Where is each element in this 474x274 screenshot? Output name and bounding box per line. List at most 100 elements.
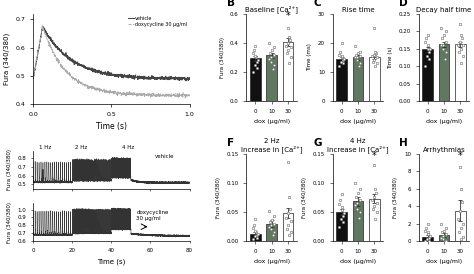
Point [457, 237, 465, 242]
Bar [266, 55, 277, 101]
Point [287, 219, 294, 223]
Bar [353, 201, 363, 241]
Point [440, 33, 447, 37]
X-axis label: dox (µg/ml): dox (µg/ml) [340, 259, 376, 264]
Point [369, 207, 376, 211]
X-axis label: dox (µg/ml): dox (µg/ml) [254, 119, 290, 124]
Text: C: C [313, 0, 321, 8]
Point [442, 239, 449, 243]
Y-axis label: Fura (340/380): Fura (340/380) [7, 149, 12, 190]
Point [454, 43, 462, 47]
Point [459, 235, 467, 239]
Point [286, 38, 293, 42]
Point [266, 220, 274, 224]
Point [356, 54, 364, 58]
X-axis label: Time (s): Time (s) [97, 259, 126, 265]
Point [335, 64, 343, 68]
Point [371, 204, 378, 208]
Title: Arrhythmias: Arrhythmias [422, 147, 465, 153]
Point [337, 49, 344, 54]
Point [457, 61, 465, 65]
doxycycline 30 µg/ml [182, 96, 188, 99]
Point [371, 195, 378, 199]
Point [422, 36, 430, 40]
Point [426, 239, 433, 243]
vehicle [155, 76, 161, 80]
Y-axis label: Time (ms): Time (ms) [307, 44, 312, 71]
Text: H: H [400, 138, 408, 148]
Point [371, 52, 378, 57]
Point [351, 44, 359, 48]
Line: vehicle: vehicle [33, 26, 190, 81]
Point [351, 181, 359, 185]
Bar [336, 212, 347, 241]
Title: 4 Hz
Increase in [Ca²⁺]: 4 Hz Increase in [Ca²⁺] [327, 138, 389, 153]
Point [338, 192, 346, 197]
Point [454, 217, 462, 221]
Text: 1 Hz: 1 Hz [39, 145, 52, 150]
Point [369, 60, 376, 64]
Point [439, 43, 447, 47]
Bar [250, 58, 261, 101]
Point [438, 43, 445, 47]
vehicle [39, 25, 45, 28]
Point [373, 201, 381, 206]
Point [269, 67, 277, 71]
Point [340, 211, 348, 215]
Y-axis label: Fura (340/380): Fura (340/380) [216, 177, 221, 218]
Point [356, 186, 364, 191]
Point [340, 57, 348, 61]
Point [335, 52, 343, 57]
Bar [455, 210, 465, 241]
Point [338, 54, 346, 58]
Point [370, 26, 378, 30]
Y-axis label: Time (s): Time (s) [388, 46, 393, 68]
Bar [422, 49, 433, 101]
Point [253, 235, 261, 240]
Point [424, 47, 432, 51]
Point [352, 52, 360, 57]
Legend: vehicle, doxycycline 30 µg/ml: vehicle, doxycycline 30 µg/ml [128, 16, 187, 27]
Point [253, 60, 261, 64]
Point [268, 217, 275, 222]
Point [338, 55, 346, 60]
Point [353, 201, 360, 205]
Point [253, 233, 261, 238]
Y-axis label: Fura (340/380): Fura (340/380) [219, 37, 225, 78]
X-axis label: Time (s): Time (s) [96, 122, 127, 131]
Point [284, 211, 292, 215]
Text: doxycycline
30 µg/ml: doxycycline 30 µg/ml [137, 210, 169, 221]
Point [283, 227, 291, 232]
Point [370, 163, 378, 167]
Point [443, 29, 450, 33]
Point [266, 51, 274, 55]
Point [337, 198, 344, 202]
vehicle [46, 36, 52, 40]
doxycycline 30 µg/ml [40, 24, 46, 27]
Point [455, 230, 463, 235]
Point [459, 53, 467, 58]
Point [339, 220, 347, 224]
Point [355, 216, 363, 220]
X-axis label: dox (µg/ml): dox (µg/ml) [426, 259, 462, 264]
Text: 4 Hz: 4 Hz [122, 145, 135, 150]
Point [338, 205, 346, 210]
Point [271, 45, 278, 49]
Point [354, 207, 361, 211]
Point [267, 227, 275, 232]
Title: Rise time: Rise time [342, 7, 374, 13]
Point [443, 232, 450, 236]
vehicle [183, 79, 189, 82]
Point [338, 41, 346, 45]
Point [339, 61, 347, 65]
Point [424, 221, 431, 226]
Y-axis label: Fura (340/380): Fura (340/380) [4, 33, 10, 85]
vehicle [138, 76, 144, 79]
Point [442, 50, 449, 54]
Point [335, 224, 343, 229]
Point [249, 226, 257, 230]
Point [423, 237, 431, 242]
Point [270, 230, 277, 235]
Point [426, 57, 433, 61]
Point [249, 51, 257, 55]
